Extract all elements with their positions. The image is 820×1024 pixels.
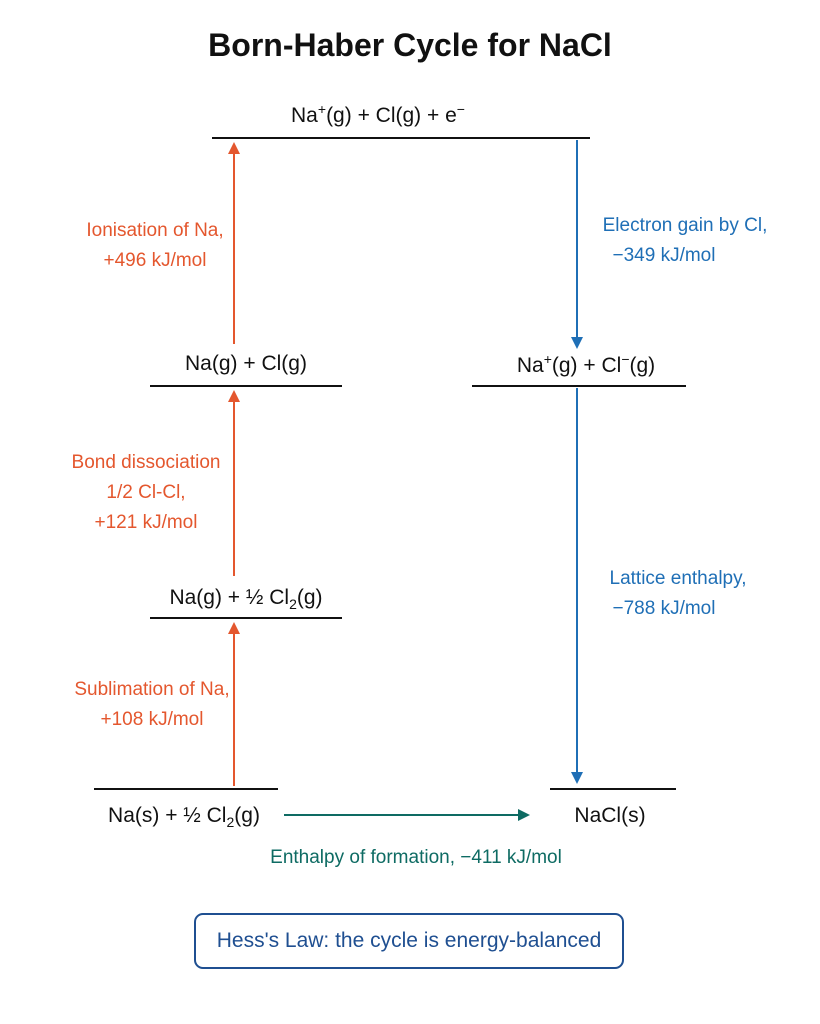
sublimation-label: Sublimation of Na, +108 kJ/mol <box>74 679 229 730</box>
hess-law-box: Hess's Law: the cycle is energy-balanced <box>194 913 624 969</box>
level-mid-left-label: Na(g) + Cl(g) <box>185 352 307 375</box>
level-lower-left-label: Na(g) + ½ Cl2(g) <box>169 586 322 612</box>
diagram-title: Born-Haber Cycle for NaCl <box>208 27 612 63</box>
ionisation-label: Ionisation of Na, +496 kJ/mol <box>86 220 223 271</box>
level-mid-right-label: Na+(g) + Cl−(g) <box>517 351 655 377</box>
lattice-label: Lattice enthalpy, −788 kJ/mol <box>610 568 747 619</box>
formation-label: Enthalpy of formation, −411 kJ/mol <box>270 847 562 868</box>
electron-gain-label: Electron gain by Cl, −349 kJ/mol <box>603 215 768 266</box>
level-top-label: Na+(g) + Cl(g) + e− <box>291 101 465 127</box>
level-bottom-left-label: Na(s) + ½ Cl2(g) <box>108 804 260 830</box>
hess-law-text: Hess's Law: the cycle is energy-balanced <box>216 929 602 952</box>
bond-dissociation-label: Bond dissociation 1/2 Cl-Cl, +121 kJ/mol <box>72 452 221 533</box>
level-bottom-right-label: NaCl(s) <box>574 804 645 827</box>
